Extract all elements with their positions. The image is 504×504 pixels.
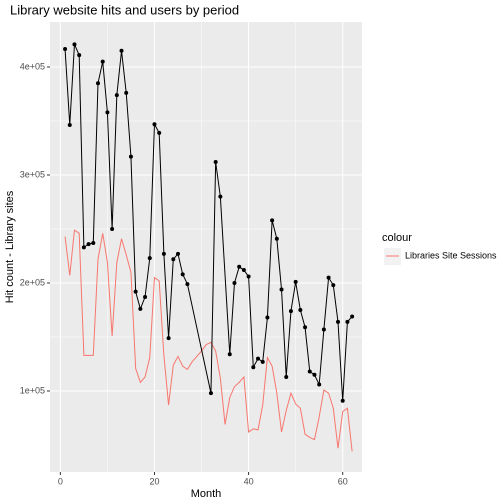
point bbox=[251, 365, 256, 370]
point bbox=[133, 289, 138, 294]
point bbox=[124, 90, 129, 95]
point bbox=[340, 398, 345, 403]
y-axis-label: Hit count - Library sites bbox=[4, 190, 16, 303]
point bbox=[241, 268, 246, 273]
point bbox=[336, 319, 340, 324]
point bbox=[279, 287, 284, 292]
x-axis-label: Month bbox=[191, 488, 222, 500]
point bbox=[105, 110, 110, 115]
point bbox=[119, 48, 124, 53]
point bbox=[147, 256, 152, 261]
point bbox=[345, 319, 350, 324]
point bbox=[185, 282, 190, 287]
point bbox=[143, 295, 148, 300]
point bbox=[114, 93, 119, 98]
point bbox=[321, 327, 326, 332]
point bbox=[237, 264, 242, 269]
series-line bbox=[64, 229, 353, 452]
point bbox=[208, 391, 213, 396]
chart-title: Library website hits and users by period bbox=[10, 2, 239, 17]
point bbox=[232, 281, 237, 286]
point bbox=[331, 283, 336, 288]
point bbox=[86, 242, 91, 247]
y-tick-label: 2e+05 bbox=[20, 277, 45, 287]
point bbox=[227, 352, 232, 357]
panel bbox=[50, 22, 362, 472]
point bbox=[171, 257, 176, 262]
point bbox=[152, 122, 157, 127]
x-tick-label: 20 bbox=[149, 476, 159, 486]
point bbox=[138, 306, 143, 311]
point bbox=[180, 272, 185, 277]
point bbox=[256, 356, 260, 361]
point bbox=[270, 218, 275, 223]
point bbox=[100, 59, 105, 64]
point bbox=[293, 279, 298, 284]
point bbox=[128, 154, 133, 159]
point bbox=[317, 382, 322, 387]
point bbox=[91, 241, 96, 246]
point bbox=[274, 236, 279, 241]
x-tick-label: 60 bbox=[338, 476, 348, 486]
point bbox=[284, 374, 289, 379]
point bbox=[67, 122, 72, 127]
point bbox=[326, 275, 331, 280]
point bbox=[265, 315, 270, 320]
point bbox=[303, 325, 308, 330]
point bbox=[157, 130, 162, 135]
y-tick-label: 1e+05 bbox=[20, 385, 45, 395]
point bbox=[96, 81, 100, 86]
legend-label: Libraries Site Sessions bbox=[405, 250, 497, 260]
point bbox=[81, 245, 86, 250]
point bbox=[72, 42, 77, 47]
point bbox=[63, 46, 68, 51]
point bbox=[161, 251, 166, 256]
point bbox=[77, 53, 82, 58]
point bbox=[176, 251, 180, 256]
point bbox=[110, 227, 115, 232]
x-tick-label: 0 bbox=[58, 476, 63, 486]
point bbox=[350, 314, 355, 319]
legend-title: colour bbox=[382, 232, 412, 244]
point bbox=[166, 336, 171, 341]
point bbox=[218, 194, 223, 199]
point bbox=[298, 308, 303, 313]
point bbox=[213, 160, 218, 165]
point bbox=[307, 369, 312, 374]
point bbox=[246, 274, 251, 279]
point bbox=[288, 309, 293, 314]
point bbox=[312, 372, 317, 377]
point bbox=[260, 359, 265, 364]
x-tick-label: 40 bbox=[244, 476, 254, 486]
y-tick-label: 3e+05 bbox=[20, 169, 45, 179]
y-tick-label: 4e+05 bbox=[20, 61, 45, 71]
